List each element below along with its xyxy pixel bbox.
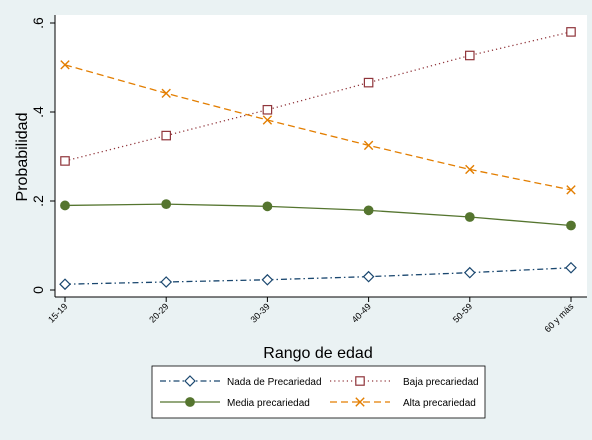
series-alta-precariedad <box>60 60 576 195</box>
y-ticks: 0 .2 .4 .6 <box>30 17 55 294</box>
legend-marker-baja-precariedad <box>355 376 365 386</box>
data-point-media-precariedad <box>363 205 374 216</box>
legend-box <box>151 365 486 419</box>
series-layer <box>59 27 577 291</box>
data-point-media-precariedad <box>566 220 576 231</box>
data-point-media-precariedad <box>161 199 172 210</box>
series-line-media-precariedad <box>64 203 572 227</box>
data-point-baja-precariedad <box>465 50 475 61</box>
x-tick-label: 50-59 <box>451 301 474 324</box>
series-nada-de-precariedad <box>59 261 577 291</box>
legend-item-baja-precariedad: Baja precariedad <box>330 376 479 388</box>
legend-label: Media precariedad <box>227 398 310 409</box>
data-point-baja-precariedad <box>262 104 273 115</box>
legend-item-alta-precariedad: Alta precariedad <box>330 397 476 409</box>
series-line-nada-de-precariedad <box>64 267 572 285</box>
data-point-baja-precariedad <box>60 156 70 166</box>
x-tick-label: 15-19 <box>46 301 69 324</box>
legend-item-media-precariedad: Media precariedad <box>160 397 310 409</box>
series-baja-precariedad <box>60 27 576 166</box>
y-tick-label: .4 <box>30 106 46 118</box>
data-point-alta-precariedad <box>566 185 576 195</box>
legend-label: Alta precariedad <box>403 398 476 409</box>
legend-marker-media-precariedad <box>185 397 195 407</box>
data-point-nada-de-precariedad <box>565 261 577 274</box>
data-point-alta-precariedad <box>60 60 70 70</box>
data-point-nada-de-precariedad <box>160 276 173 288</box>
legend-marker-nada-de-precariedad <box>184 375 196 387</box>
x-tick-label: 20-29 <box>147 301 170 324</box>
legend-marker-alta-precariedad <box>355 397 365 407</box>
data-point-media-precariedad <box>464 212 475 222</box>
series-line-baja-precariedad <box>64 31 572 162</box>
data-point-nada-de-precariedad <box>463 266 476 279</box>
series-line-alta-precariedad <box>64 64 572 191</box>
x-tick-label: 40-49 <box>350 301 373 324</box>
legend-label: Nada de Precariedad <box>227 377 322 388</box>
data-point-media-precariedad <box>262 201 273 212</box>
x-tick-label: 30-39 <box>248 301 271 324</box>
data-point-alta-precariedad <box>363 140 374 151</box>
data-point-media-precariedad <box>60 200 70 211</box>
data-point-baja-precariedad <box>566 27 576 37</box>
y-axis-label: Probabilidad <box>14 113 31 202</box>
x-tick-label: 60 y más <box>543 301 576 334</box>
data-point-alta-precariedad <box>262 115 273 125</box>
y-tick-label: .2 <box>30 195 46 207</box>
data-point-nada-de-precariedad <box>59 278 71 291</box>
y-tick-label: 0 <box>30 286 46 294</box>
data-point-baja-precariedad <box>161 130 171 141</box>
data-point-alta-precariedad <box>161 88 171 99</box>
plot-region <box>55 15 587 297</box>
legend-item-nada-de-precariedad: Nada de Precariedad <box>160 375 322 388</box>
series-media-precariedad <box>60 199 576 231</box>
legend: Nada de Precariedad Baja precariedad Media… <box>160 375 479 409</box>
data-point-nada-de-precariedad <box>362 270 375 283</box>
data-point-nada-de-precariedad <box>261 273 274 286</box>
y-tick-label: .6 <box>30 17 46 29</box>
x-axis-label: Rango de edad <box>263 345 372 362</box>
data-point-baja-precariedad <box>363 77 374 88</box>
x-ticks: 15-19 20-29 30-39 40-49 50-59 60 y más <box>46 297 576 334</box>
data-point-alta-precariedad <box>465 164 475 175</box>
legend-label: Baja precariedad <box>403 377 479 388</box>
